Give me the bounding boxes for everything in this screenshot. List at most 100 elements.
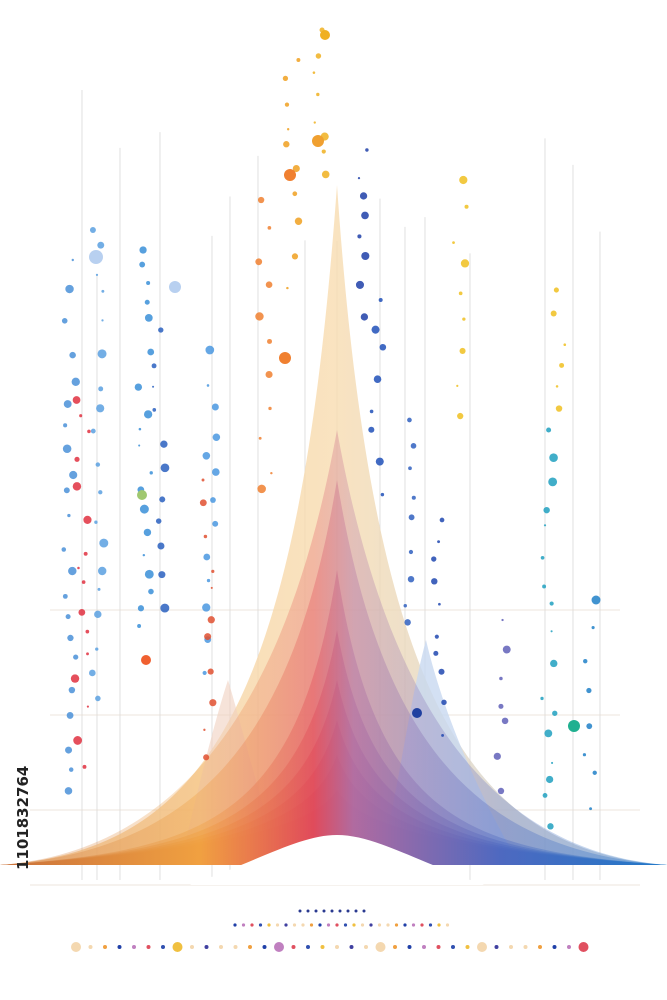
dot <box>433 650 439 656</box>
dot <box>63 423 68 428</box>
dot <box>152 408 157 412</box>
dot <box>368 426 375 433</box>
dot <box>460 259 470 268</box>
dot <box>206 384 210 387</box>
row-dot <box>538 945 542 949</box>
dot <box>212 520 219 527</box>
dot <box>199 499 207 507</box>
dot <box>68 686 76 694</box>
dot <box>408 549 414 555</box>
dot <box>283 141 290 148</box>
row-dot <box>88 945 93 949</box>
dot <box>159 496 166 503</box>
dot <box>67 513 71 518</box>
row-dot <box>428 923 433 927</box>
dot <box>203 534 208 539</box>
dot <box>61 547 67 552</box>
dot <box>501 618 504 622</box>
dot <box>431 578 438 585</box>
dot <box>357 234 362 239</box>
row-dot <box>364 945 368 949</box>
dot <box>315 53 322 59</box>
dot <box>553 287 559 293</box>
dot <box>69 351 76 359</box>
dot <box>591 595 601 605</box>
dot <box>410 443 417 449</box>
row-dot <box>411 923 416 927</box>
dot <box>147 348 155 356</box>
dot <box>265 281 273 289</box>
dot <box>379 343 387 351</box>
dot <box>144 569 154 579</box>
row-dot <box>248 945 252 949</box>
row-dot <box>262 945 267 949</box>
dot <box>143 410 153 419</box>
dot <box>139 246 147 254</box>
dot <box>86 705 89 708</box>
row-dot <box>275 923 280 927</box>
dot <box>209 699 217 707</box>
dot <box>206 578 211 583</box>
dot <box>548 477 558 487</box>
dot <box>404 619 411 626</box>
dot <box>313 121 316 124</box>
dot <box>101 289 105 293</box>
dot <box>589 807 593 811</box>
dot <box>96 404 105 413</box>
dot <box>158 327 164 333</box>
dot <box>67 634 74 642</box>
dot <box>85 629 90 634</box>
dot <box>549 601 554 606</box>
dot <box>279 352 291 364</box>
dot <box>203 728 206 732</box>
dot <box>212 433 221 441</box>
dot <box>411 495 416 500</box>
dot <box>139 261 146 268</box>
row-dot <box>330 909 334 913</box>
dot <box>66 712 74 719</box>
dot <box>371 325 380 334</box>
row-dot <box>360 923 365 927</box>
dot <box>434 634 439 639</box>
dot <box>552 710 558 716</box>
row-dot <box>354 909 358 913</box>
dot <box>355 280 365 289</box>
dot <box>267 338 273 344</box>
dot <box>456 384 459 387</box>
row-dot <box>445 923 450 927</box>
dot <box>137 605 145 612</box>
row-dot <box>219 945 223 949</box>
dot <box>550 659 558 668</box>
row-dot <box>322 909 326 913</box>
dot <box>73 736 83 745</box>
dot <box>407 417 412 423</box>
dot <box>441 733 445 737</box>
dot <box>359 192 368 200</box>
dot <box>555 405 563 412</box>
dot <box>457 412 464 420</box>
dot <box>373 375 382 383</box>
dot <box>210 497 216 503</box>
dot <box>203 553 211 561</box>
dot <box>74 456 80 462</box>
dot <box>550 310 557 317</box>
dot <box>61 318 68 324</box>
dot <box>65 284 74 294</box>
dot <box>321 170 330 179</box>
row-dot <box>393 945 397 949</box>
dot <box>316 92 320 97</box>
dot <box>72 396 81 404</box>
row-dot <box>146 945 151 949</box>
dot <box>86 652 89 656</box>
dot <box>270 471 273 475</box>
dot <box>94 610 102 619</box>
dot <box>89 669 96 677</box>
dot <box>357 177 361 180</box>
dot <box>71 258 74 262</box>
dot <box>160 603 170 613</box>
dot <box>138 444 141 447</box>
dot <box>255 258 263 266</box>
dot <box>65 614 71 620</box>
dot <box>97 241 105 249</box>
dot <box>431 556 437 562</box>
